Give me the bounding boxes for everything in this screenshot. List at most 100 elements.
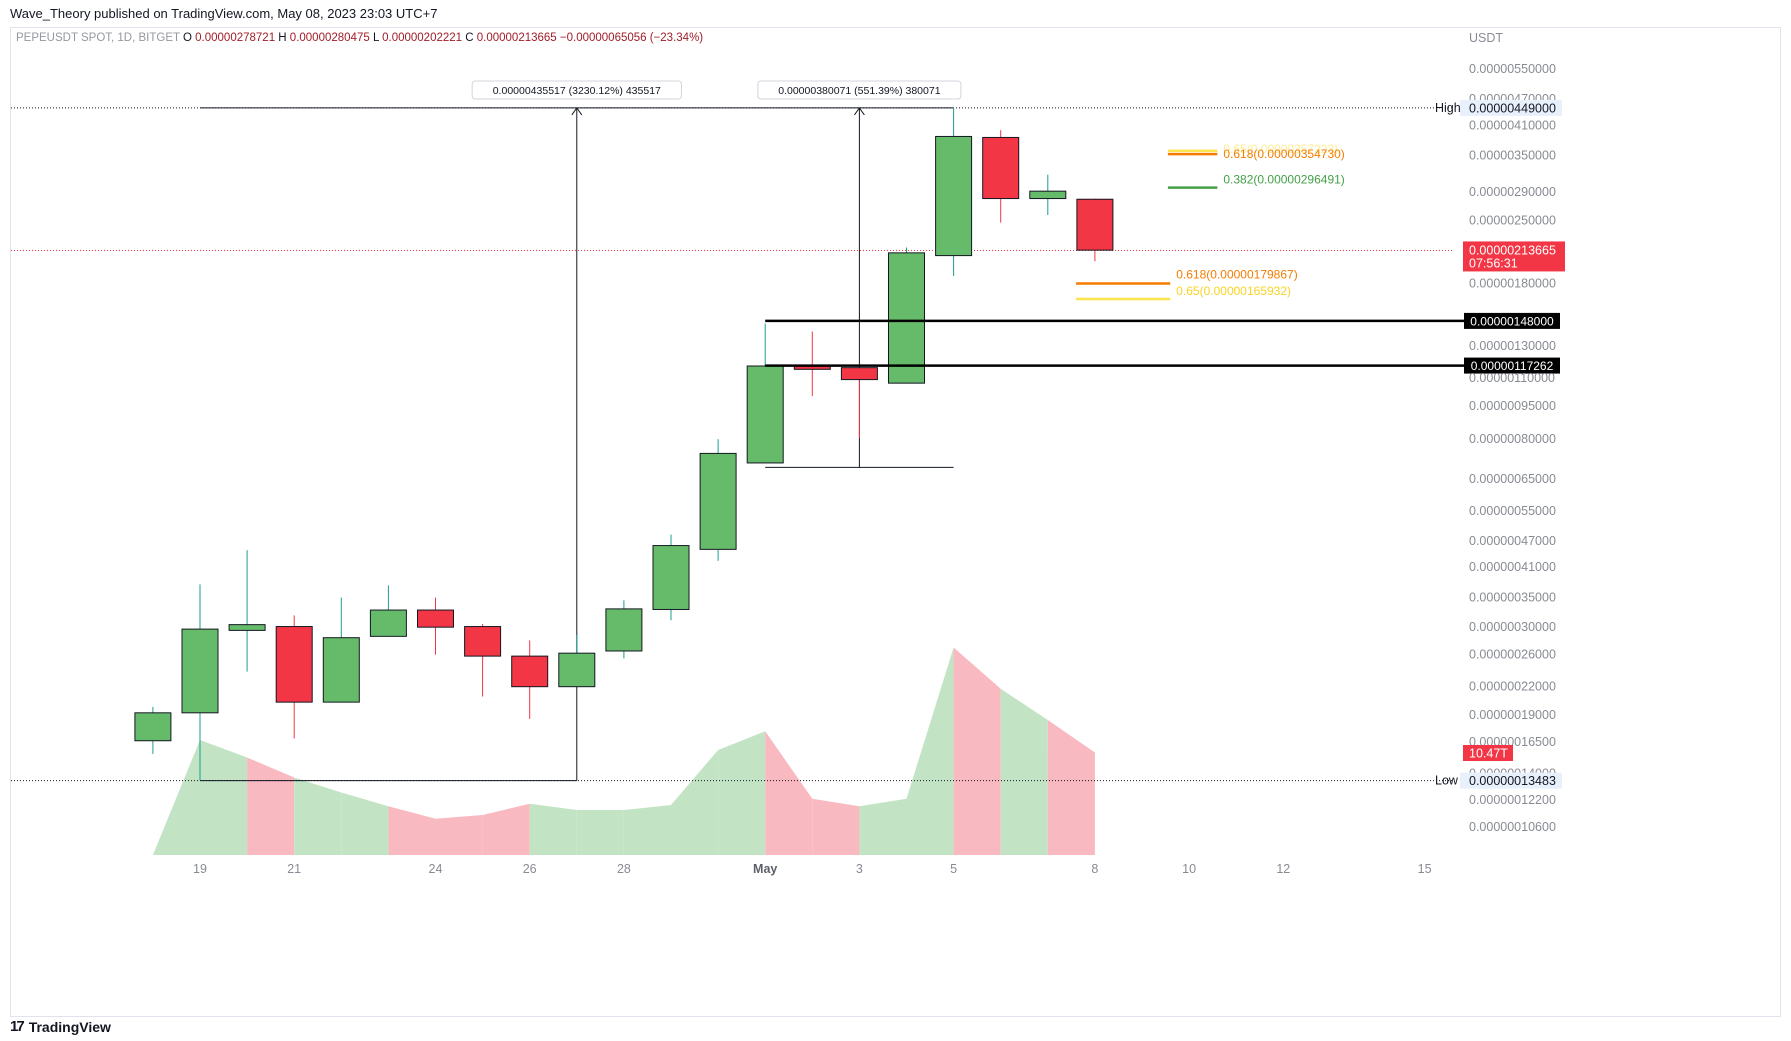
level-price-label: 0.00000117262	[1471, 359, 1554, 373]
level-price-tag	[1464, 357, 1560, 374]
volume-segment	[765, 731, 813, 855]
candle-body	[181, 628, 219, 714]
volume-segment	[152, 740, 200, 855]
volume-segment	[341, 792, 389, 855]
candle	[275, 615, 313, 739]
chart-frame[interactable]: 0.00000435517 (3230.12%) 435517 0.0000038…	[10, 27, 1781, 1017]
y-tick-label: 0.00000110000	[1469, 371, 1555, 385]
candle-body	[134, 712, 172, 742]
volume-segment	[200, 740, 248, 855]
legend-part: C	[465, 32, 477, 44]
level-price-tag	[1464, 312, 1560, 329]
volume-segment	[294, 777, 342, 855]
candle	[511, 640, 549, 719]
candle-body	[746, 365, 784, 464]
x-tick-label: 5	[950, 862, 957, 876]
candle-body	[652, 545, 690, 610]
candle	[652, 534, 690, 621]
x-tick-label: 12	[1276, 862, 1290, 876]
candle-body	[888, 252, 925, 384]
x-tick-label: 19	[193, 862, 207, 876]
legend-part: −0.00000065056 (−23.34%)	[560, 32, 703, 44]
candle	[228, 550, 266, 672]
y-tick-label: 0.00000055000	[1469, 504, 1556, 518]
legend-part: 0.00000278721	[195, 32, 278, 44]
candle	[417, 597, 454, 655]
y-tick-label: 0.00000035000	[1469, 591, 1556, 605]
candle-body	[935, 135, 973, 257]
legend-part: O	[183, 32, 195, 44]
candle	[369, 585, 407, 637]
fib-low-0618-label: 0.618(0.00000179867)	[1176, 267, 1297, 281]
y-tick-label: 0.00000041000	[1469, 560, 1556, 574]
legend-part: L	[373, 32, 382, 44]
current-price-label: 0.00000213665	[1469, 243, 1556, 257]
x-tick-label: 24	[429, 862, 443, 876]
volume-segment	[1047, 720, 1095, 855]
low-value-bg	[1460, 772, 1562, 789]
volume-segment	[576, 810, 624, 855]
candle	[1029, 174, 1067, 216]
measure-arrow-icon	[853, 107, 865, 116]
volume-segment	[906, 647, 954, 855]
fib-065-label: 0.65(0.00000357223)	[1223, 142, 1338, 156]
y-tick-label: 0.00000290000	[1469, 185, 1556, 199]
candle-body	[699, 452, 737, 550]
y-tick-label: 0.00000047000	[1469, 534, 1556, 548]
x-tick-label: 21	[287, 862, 301, 876]
publisher-line: Wave_Theory published on TradingView.com…	[10, 6, 438, 21]
low-value-label: 0.00000013483	[1469, 774, 1556, 788]
fib-0382-label: 0.382(0.00000296491)	[1223, 173, 1344, 187]
measure-label-box	[471, 80, 682, 100]
x-tick-label: 28	[617, 862, 631, 876]
candle	[464, 624, 502, 697]
candle-body	[417, 609, 454, 628]
tradingview-logo[interactable]: 17 TradingView	[10, 1018, 111, 1035]
y-tick-label: 0.00000550000	[1469, 62, 1556, 76]
volume-value-label: 10.47T	[1469, 747, 1508, 761]
low-tag-label: Low	[1435, 774, 1459, 788]
volume-segment	[859, 798, 907, 855]
x-tick-label: 26	[523, 862, 537, 876]
x-tick-label: 8	[1091, 862, 1098, 876]
x-tick-label: 15	[1418, 862, 1432, 876]
volume-tag	[1463, 745, 1513, 761]
candle-body	[1029, 190, 1067, 200]
y-tick-label: 0.00000012200	[1469, 793, 1556, 807]
y-tick-label: 0.00000350000	[1469, 149, 1556, 163]
volume-segment	[1000, 688, 1048, 855]
y-tick-label: 0.00000180000	[1469, 276, 1556, 290]
fib-0618-label: 0.618(0.00000354730)	[1223, 147, 1344, 161]
volume-segment	[435, 815, 483, 855]
measure-label: 0.00000380071 (551.39%) 380071	[778, 85, 940, 97]
candle	[322, 597, 360, 703]
y-tick-label: 0.00000095000	[1469, 399, 1556, 413]
candle	[935, 107, 973, 277]
candle	[134, 706, 172, 754]
legend-part: 0.00000202221	[382, 32, 465, 44]
candle-body	[605, 608, 643, 652]
y-tick-label: 0.00000065000	[1469, 472, 1556, 486]
volume-segment	[718, 731, 766, 855]
candle-body	[275, 626, 313, 703]
candle	[746, 323, 784, 464]
high-value-label: 0.00000449000	[1469, 101, 1556, 115]
y-tick-label: 0.00000022000	[1469, 680, 1556, 694]
y-tick-label: 0.00000250000	[1469, 213, 1556, 227]
y-tick-label: 0.00000130000	[1469, 339, 1556, 353]
legend-part: PEPEUSDT SPOT, 1D, BITGET	[16, 32, 183, 44]
x-tick-label: 10	[1182, 862, 1196, 876]
price-chart[interactable]: 0.00000435517 (3230.12%) 435517 0.0000038…	[11, 28, 1780, 1016]
candle	[1076, 198, 1114, 262]
y-tick-label: 0.00000026000	[1469, 648, 1556, 662]
candle-body	[558, 652, 596, 688]
candle-body	[322, 637, 360, 703]
footer-brand: TradingView	[28, 1018, 111, 1035]
countdown-label: 07:56:31	[1469, 256, 1518, 270]
legend-part: H	[278, 32, 290, 44]
candle	[605, 600, 643, 659]
volume-segment	[388, 806, 436, 855]
candle	[888, 247, 925, 384]
x-tick-label: May	[753, 862, 777, 876]
high-value-bg	[1460, 99, 1562, 116]
